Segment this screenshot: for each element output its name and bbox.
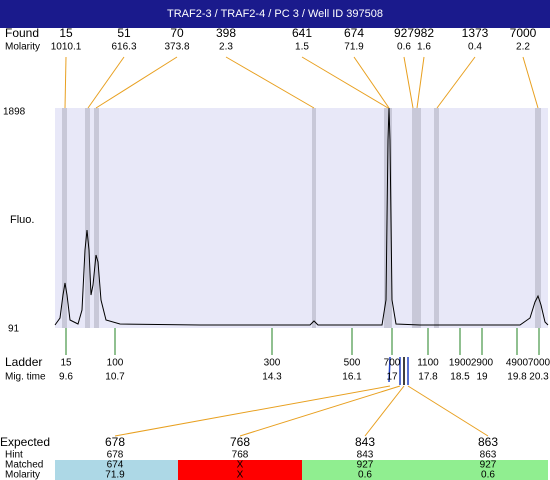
- hint-label: Hint: [5, 450, 23, 461]
- ladder-markers: [388, 356, 409, 385]
- ladder-time: 19.8: [507, 372, 527, 383]
- ladder-size: 1100: [417, 358, 439, 369]
- peak-connector: [301, 56, 389, 109]
- found-label: Found: [5, 26, 39, 40]
- matched-value: 674: [107, 460, 124, 471]
- ladder-size: 300: [264, 358, 281, 369]
- matched-value: 927: [357, 460, 374, 471]
- ladder-time: 19: [476, 372, 488, 383]
- peak-bands: [62, 108, 541, 328]
- expected-connector: [407, 385, 489, 437]
- matched-molarity: X: [237, 470, 244, 480]
- found-molarity: 373.8: [164, 42, 189, 53]
- ladder-label: Ladder: [5, 355, 42, 369]
- expected-connector: [364, 385, 405, 437]
- expected-connector: [239, 385, 401, 437]
- ladder-time: 17.8: [418, 372, 438, 383]
- hint-value: 863: [480, 450, 497, 461]
- molarity-label: Molarity: [5, 470, 40, 480]
- found-size: 1373: [462, 26, 489, 40]
- peak-connector: [64, 56, 67, 109]
- ladder-sublabel: Mig. time: [5, 372, 46, 383]
- expected-value: 863: [478, 435, 498, 449]
- ladder-time: 10.7: [105, 372, 125, 383]
- y-min-label: 91: [8, 324, 20, 335]
- matched-molarity: 0.6: [481, 470, 495, 480]
- found-size: 982: [414, 26, 434, 40]
- peak-connector: [416, 56, 425, 109]
- expected-value: 768: [230, 435, 250, 449]
- expected-label: Expected: [0, 435, 50, 449]
- found-size: 927: [394, 26, 414, 40]
- matched-molarity: 71.9: [105, 470, 125, 480]
- y-max-label: 1898: [3, 107, 26, 118]
- found-size: 7000: [510, 26, 537, 40]
- match-cell: [302, 460, 548, 480]
- trace: [54, 107, 549, 326]
- found-size: 15: [59, 26, 73, 40]
- ladder-time: 17: [386, 372, 398, 383]
- hint-value: 768: [232, 450, 249, 461]
- ladder-size: 100: [107, 358, 124, 369]
- match-cell: [178, 460, 302, 480]
- found-molarity: 1010.1: [51, 42, 82, 53]
- ladder-time: 14.3: [262, 372, 282, 383]
- found-size: 70: [170, 26, 184, 40]
- found-molarity: 2.3: [219, 42, 233, 53]
- matched-molarity: 0.6: [358, 470, 372, 480]
- found-molarity: 2.2: [516, 42, 530, 53]
- expected-connector: [114, 385, 391, 437]
- expected-value: 843: [355, 435, 375, 449]
- y-axis-label: Fluo.: [10, 214, 34, 226]
- matched-value: 927: [480, 460, 497, 471]
- peak-connector: [225, 56, 315, 109]
- ladder-size: 4900: [506, 358, 529, 369]
- ladder-time: 18.5: [450, 372, 470, 383]
- match-cell: [55, 460, 178, 480]
- found-size: 398: [216, 26, 236, 40]
- found-size: 51: [117, 26, 131, 40]
- peak-connector: [522, 56, 539, 109]
- ladder-size: 7000: [528, 358, 550, 369]
- ladder-time: 9.6: [59, 372, 73, 383]
- ladder-size: 500: [344, 358, 361, 369]
- found-molarity: 1.6: [417, 42, 431, 53]
- found-sublabel: Molarity: [5, 42, 40, 53]
- peak-connector: [353, 56, 390, 109]
- matched-label: Matched: [5, 460, 43, 471]
- found-molarity: 1.5: [295, 42, 309, 53]
- found-molarity: 616.3: [111, 42, 136, 53]
- header-title: TRAF2-3 / TRAF2-4 / PC 3 / Well ID 39750…: [167, 8, 383, 20]
- ladder-time: 16.1: [342, 372, 362, 383]
- header-bar: [0, 0, 550, 28]
- ladder-size: 700: [384, 358, 401, 369]
- found-molarity: 0.4: [468, 42, 482, 53]
- hint-value: 678: [107, 450, 124, 461]
- peak-connector: [436, 56, 476, 109]
- peak-connector: [403, 56, 414, 109]
- matched-value: X: [237, 460, 244, 471]
- found-molarity: 0.6: [397, 42, 411, 53]
- peak-connector: [95, 56, 178, 109]
- expected-value: 678: [105, 435, 125, 449]
- found-size: 641: [292, 26, 312, 40]
- plot-area: [55, 108, 548, 328]
- found-molarity: 71.9: [344, 42, 364, 53]
- peak-connector: [87, 56, 125, 109]
- ladder-time: 20.3: [529, 372, 549, 383]
- ladder-size: 2900: [471, 358, 494, 369]
- hint-value: 843: [357, 450, 374, 461]
- ladder-size: 1900: [449, 358, 472, 369]
- found-size: 674: [344, 26, 364, 40]
- ladder-size: 15: [60, 358, 72, 369]
